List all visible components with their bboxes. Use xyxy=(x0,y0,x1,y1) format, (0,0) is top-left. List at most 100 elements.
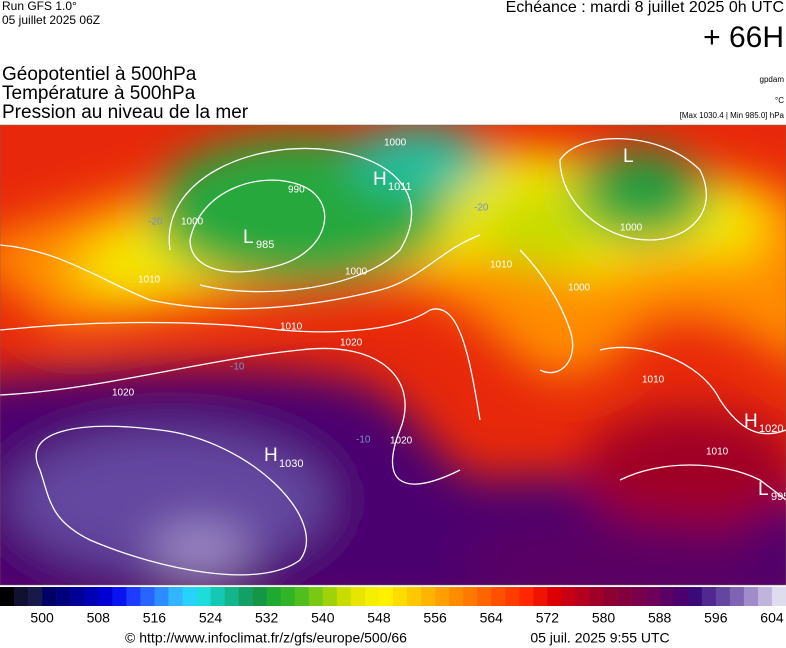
color-swatch xyxy=(140,587,155,606)
pressure-center: H xyxy=(264,445,278,466)
colorbar-label: 572 xyxy=(536,610,560,626)
colorbar-label: 540 xyxy=(311,610,335,626)
color-swatch xyxy=(252,587,267,606)
color-swatch xyxy=(603,587,618,606)
color-swatch xyxy=(168,587,183,606)
color-swatch xyxy=(589,587,604,606)
field: Géopotentiel à 500hPa xyxy=(2,64,197,85)
color-swatch xyxy=(575,587,590,606)
color-swatch xyxy=(84,587,99,606)
isobar-label: 990 xyxy=(288,185,305,196)
color-swatch xyxy=(477,587,492,606)
pressure-center: L xyxy=(243,227,254,248)
isobar-label: 1000 xyxy=(345,267,368,278)
color-swatch xyxy=(56,587,71,606)
isobar-label: 1010 xyxy=(138,275,161,286)
color-swatch xyxy=(631,587,646,606)
color-swatch xyxy=(449,587,464,606)
colorbar: 500 508 516 524 532 540 548 556 564 572 580 588 596 6… xyxy=(0,587,786,626)
color-swatch xyxy=(98,587,113,606)
run: Run GFS 1.0° xyxy=(2,0,77,13)
colorbar-label: 500 xyxy=(30,610,54,626)
color-swatch xyxy=(224,587,239,606)
colorbar-label: 556 xyxy=(423,610,447,626)
temperature-label: -10 xyxy=(356,435,371,446)
color-swatch xyxy=(673,587,689,606)
color-swatch xyxy=(266,587,282,606)
color-swatch xyxy=(364,587,380,606)
pressure-value: 985 xyxy=(256,239,274,251)
colorbar-label: 548 xyxy=(367,610,391,626)
color-swatch xyxy=(154,587,169,606)
color-swatch xyxy=(238,587,253,606)
unit: °C xyxy=(775,96,784,105)
generated-time: 05 juil. 2025 9:55 UTC xyxy=(530,630,669,646)
temperature-label: -20 xyxy=(148,217,163,228)
color-swatch xyxy=(435,587,450,606)
isobar-label: 1020 xyxy=(112,388,135,399)
colorbar-label: 524 xyxy=(199,610,223,626)
color-swatch xyxy=(308,587,324,606)
color-swatch xyxy=(280,587,296,606)
color-swatch xyxy=(645,587,660,606)
color-swatch xyxy=(0,587,15,606)
color-swatch xyxy=(757,587,773,606)
color-swatch xyxy=(70,587,85,606)
color-swatch xyxy=(687,587,703,606)
isobar-label: 1000 xyxy=(384,138,407,149)
colorbar-label: 508 xyxy=(87,610,111,626)
color-swatch xyxy=(350,587,366,606)
isobar-label: 1020 xyxy=(340,338,363,349)
color-swatch xyxy=(743,587,759,606)
isobar-label: 1000 xyxy=(568,283,591,294)
color-swatch xyxy=(463,587,478,606)
isobar-label: 1010 xyxy=(642,375,665,386)
color-swatch xyxy=(505,587,520,606)
pressure-value: 1011 xyxy=(388,181,412,193)
color-swatch xyxy=(701,587,717,606)
isobars xyxy=(0,138,786,576)
colorbar-label: 588 xyxy=(648,610,672,626)
valid-time: Echéance : mardi 8 juillet 2025 0h UTC xyxy=(506,0,784,16)
color-swatch xyxy=(393,587,408,606)
colorbar-label: 580 xyxy=(592,610,616,626)
temperature-label: -10 xyxy=(230,362,245,373)
color-swatch xyxy=(28,587,43,606)
isobar-label: 1020 xyxy=(390,436,413,447)
isobar-label: 1000 xyxy=(181,217,204,228)
pressure-center: H xyxy=(373,169,387,190)
color-swatch xyxy=(491,587,506,606)
color-swatch xyxy=(378,587,394,606)
color-swatch xyxy=(519,587,534,606)
colorbar-label: 596 xyxy=(704,610,728,626)
field: Température à 500hPa xyxy=(2,83,196,104)
map-frame xyxy=(0,124,786,586)
pressure-center: L xyxy=(758,479,769,500)
color-swatch xyxy=(421,587,436,606)
lead-time: + 66H xyxy=(703,21,784,54)
color-swatch xyxy=(294,587,310,606)
color-swatch xyxy=(617,587,632,606)
color-swatch xyxy=(729,587,745,606)
run-date: 05 juillet 2025 06Z xyxy=(2,13,100,27)
color-swatch xyxy=(196,587,211,606)
map: L 985 H 1011 H 1030 H 1020 L 995 L 1000 … xyxy=(0,125,786,585)
color-swatch xyxy=(533,587,548,606)
color-swatch xyxy=(322,587,338,606)
source: © http://www.infoclimat.fr/z/gfs/europe/… xyxy=(125,630,407,646)
color-swatch xyxy=(42,587,57,606)
color-swatch xyxy=(407,587,422,606)
colorbar-label: 532 xyxy=(255,610,279,626)
pressure-value: 1030 xyxy=(279,458,303,470)
field: Pression au niveau de la mer xyxy=(2,102,249,123)
color-swatch xyxy=(182,587,197,606)
color-swatch xyxy=(336,587,352,606)
pressure-value: 1020 xyxy=(759,423,783,435)
pressure-center: H xyxy=(744,411,758,432)
unit: gpdam xyxy=(760,75,785,84)
color-swatch xyxy=(547,587,562,606)
colorbar-label: 516 xyxy=(143,610,167,626)
temperature-label: -20 xyxy=(474,203,489,214)
pressure-value: 995 xyxy=(771,491,786,503)
